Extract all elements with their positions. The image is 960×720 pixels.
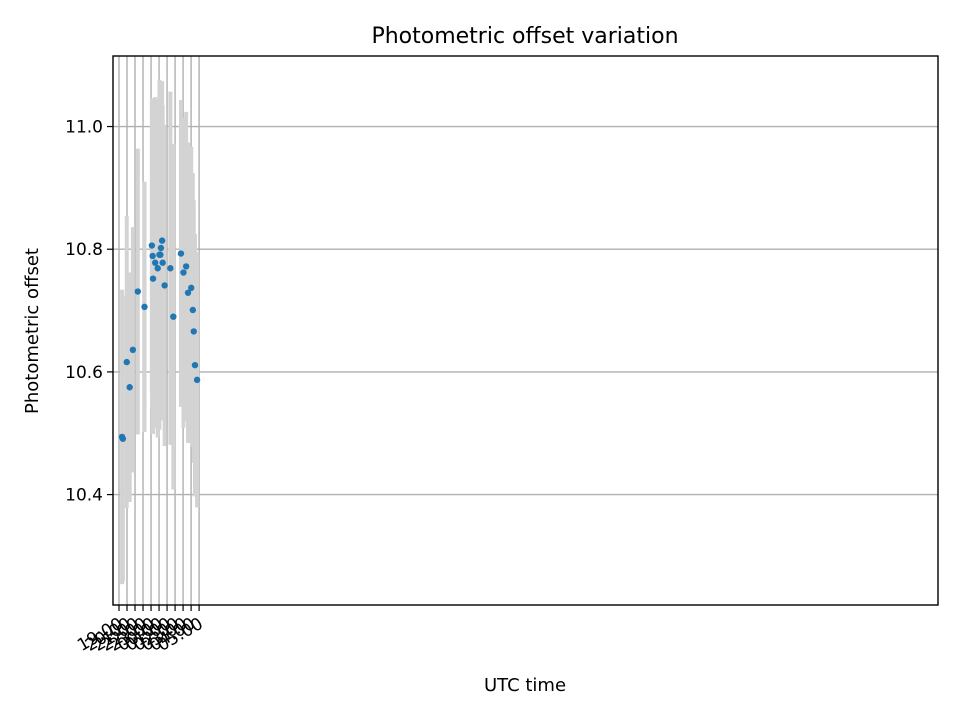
point-layer <box>118 237 201 442</box>
data-point <box>149 252 156 260</box>
data-point <box>161 282 168 289</box>
data-point <box>190 328 197 335</box>
y-axis-label: Photometric offset <box>22 248 43 414</box>
data-point <box>119 435 127 442</box>
data-point <box>149 275 157 282</box>
data-point <box>170 313 177 320</box>
data-point <box>158 237 166 244</box>
data-point <box>188 284 195 292</box>
data-point <box>126 384 133 391</box>
data-point <box>159 259 166 266</box>
y-tick-label: 10.8 <box>65 240 103 260</box>
data-point <box>177 250 185 257</box>
plot-frame <box>112 55 939 606</box>
data-point <box>154 265 161 272</box>
data-point <box>191 361 199 369</box>
y-tick-label: 10.4 <box>65 486 103 506</box>
data-point <box>123 358 130 366</box>
data-point <box>129 346 137 354</box>
data-point <box>151 259 159 266</box>
tick-layer: 19:0020:0021:0022:0023:0000:0001:0002:00… <box>65 118 206 656</box>
chart-title: Photometric offset variation <box>371 24 678 49</box>
data-point <box>193 376 201 384</box>
grid-layer <box>113 56 938 605</box>
y-tick-label: 10.6 <box>65 363 103 383</box>
y-tick-label: 11.0 <box>65 118 103 138</box>
data-point <box>180 269 187 276</box>
data-point <box>157 244 165 252</box>
data-point <box>157 251 164 258</box>
x-axis-label: UTC time <box>484 675 566 696</box>
data-point <box>141 303 148 311</box>
data-point <box>182 263 190 270</box>
data-point <box>134 288 142 295</box>
data-point <box>148 242 156 249</box>
data-point <box>167 265 174 272</box>
data-point <box>184 289 192 296</box>
data-point <box>189 306 197 314</box>
